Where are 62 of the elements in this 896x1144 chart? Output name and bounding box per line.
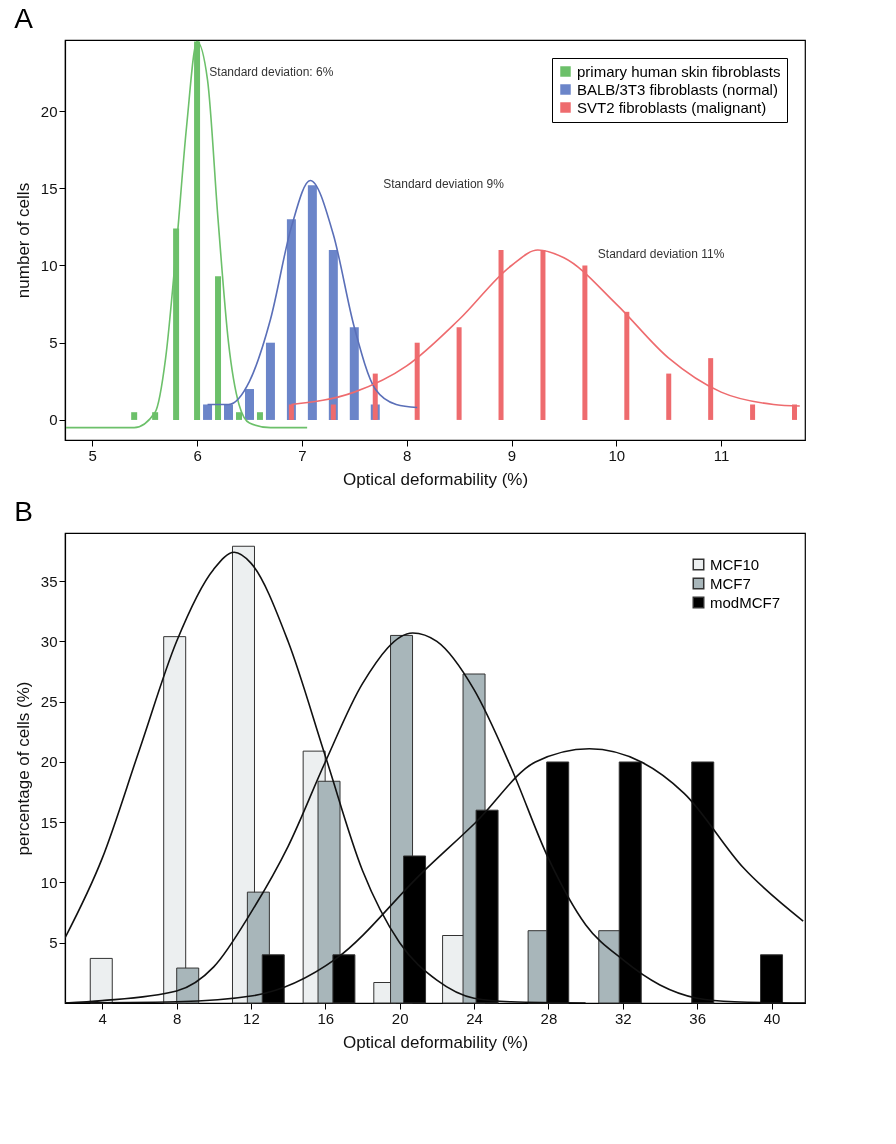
x-tick-label: 12 <box>243 1009 260 1027</box>
bar <box>256 412 263 420</box>
x-tick-label: 40 <box>763 1009 781 1027</box>
bar <box>131 412 138 420</box>
bar <box>244 389 254 420</box>
bar <box>750 404 756 420</box>
annotation: Standard deviation 9% <box>383 177 505 191</box>
bar <box>349 327 359 420</box>
y-axis-title: percentage of cells (%) <box>13 681 33 856</box>
x-tick-label: 10 <box>608 446 626 464</box>
bar <box>265 342 275 420</box>
x-tick-label: 24 <box>466 1009 483 1027</box>
x-tick-label: 28 <box>540 1009 558 1027</box>
bar <box>215 276 222 420</box>
bar <box>328 250 338 420</box>
x-tick-label: 32 <box>614 1009 632 1027</box>
legend-label: MCF7 <box>710 574 751 592</box>
x-tick-label: 11 <box>713 446 730 464</box>
bar <box>666 373 672 420</box>
x-axis-title: Optical deformability (%) <box>342 469 529 489</box>
bar <box>173 228 180 420</box>
legend-label: SVT2 fibroblasts (malignant) <box>577 98 767 116</box>
y-tick-label: 15 <box>40 179 58 197</box>
bar <box>286 219 296 420</box>
bar <box>89 957 113 1004</box>
bar <box>224 404 234 420</box>
legend-label: MCF10 <box>710 555 760 573</box>
y-tick-label: 10 <box>40 256 58 274</box>
x-tick-label: 9 <box>507 446 517 464</box>
x-tick-label: 4 <box>98 1009 107 1027</box>
x-tick-label: 5 <box>88 446 97 464</box>
annotation: Standard deviation: 6% <box>209 65 334 79</box>
annotation: Standard deviation 11% <box>597 247 725 261</box>
y-tick-label: 35 <box>40 572 58 590</box>
bar <box>456 327 462 420</box>
y-tick-label: 20 <box>40 753 58 771</box>
x-tick-label: 16 <box>317 1009 335 1027</box>
y-tick-label: 5 <box>49 934 58 952</box>
y-tick-label: 25 <box>40 693 58 711</box>
x-tick-label: 6 <box>193 446 202 464</box>
y-tick-label: 0 <box>49 411 58 429</box>
x-tick-label: 8 <box>172 1009 182 1027</box>
y-tick-label: 15 <box>40 813 58 831</box>
x-tick-label: 36 <box>689 1009 706 1027</box>
chart-title: A <box>14 3 34 34</box>
x-tick-label: 7 <box>298 446 307 464</box>
bar <box>203 404 213 420</box>
y-axis-title: number of cells <box>13 182 33 299</box>
x-axis-title: Optical deformability (%) <box>342 1032 529 1052</box>
x-tick-label: 8 <box>403 446 412 464</box>
y-tick-label: 30 <box>40 632 58 650</box>
bar <box>330 404 336 420</box>
legend-label: modMCF7 <box>710 593 781 611</box>
y-tick-label: 5 <box>49 334 58 352</box>
bar <box>235 412 242 420</box>
legend-label: primary human skin fibroblasts <box>577 62 781 80</box>
chart-title: B <box>14 496 33 527</box>
y-tick-label: 20 <box>40 102 58 120</box>
legend-label: BALB/3T3 fibroblasts (normal) <box>577 80 778 98</box>
bar <box>307 185 317 420</box>
y-tick-label: 10 <box>40 873 58 891</box>
x-tick-label: 20 <box>391 1009 409 1027</box>
